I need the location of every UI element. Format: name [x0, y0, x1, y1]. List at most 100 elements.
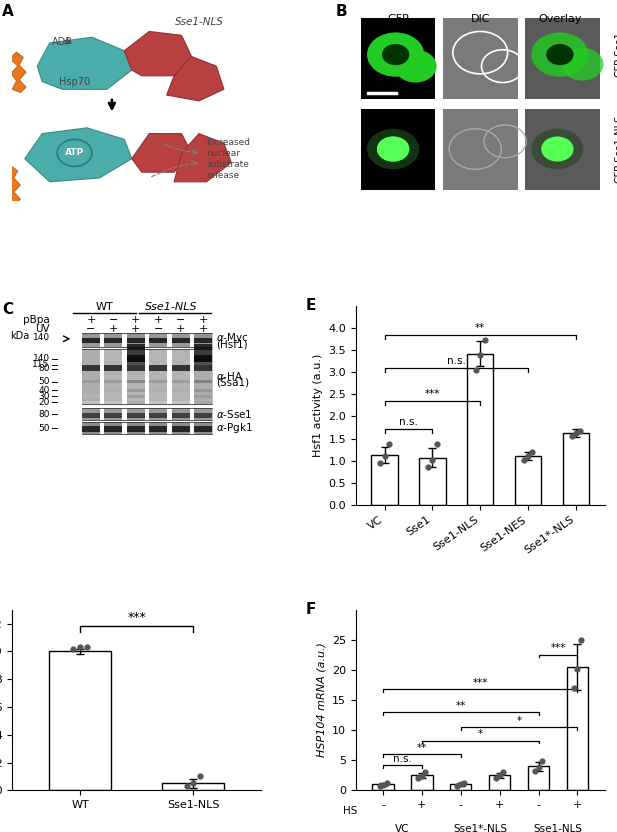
Bar	[172, 365, 189, 370]
Bar	[443, 18, 518, 99]
Polygon shape	[5, 166, 20, 204]
Bar	[149, 349, 167, 404]
Text: −: −	[176, 314, 185, 325]
Text: ATP: ATP	[65, 148, 84, 157]
Text: +: +	[131, 324, 141, 334]
Circle shape	[367, 32, 424, 77]
Bar	[172, 380, 189, 383]
Bar	[372, 785, 394, 790]
Polygon shape	[174, 134, 231, 182]
Polygon shape	[10, 52, 26, 92]
Bar	[419, 458, 445, 505]
Bar	[149, 339, 167, 343]
Text: 140: 140	[33, 334, 50, 342]
Bar	[82, 409, 212, 420]
Bar	[194, 348, 212, 355]
Bar	[127, 333, 145, 347]
Text: pBpa: pBpa	[23, 314, 50, 325]
Text: 30: 30	[38, 392, 50, 401]
Y-axis label: Hsf1 activity (a.u.): Hsf1 activity (a.u.)	[313, 354, 323, 457]
Polygon shape	[25, 128, 132, 182]
Bar	[127, 426, 145, 432]
Text: WT: WT	[96, 302, 114, 312]
Bar	[149, 389, 167, 392]
Text: ***: ***	[473, 678, 488, 688]
Bar	[172, 349, 189, 404]
Bar	[82, 401, 100, 404]
Bar	[411, 775, 433, 790]
Text: Hsp70: Hsp70	[59, 77, 90, 87]
Text: +: +	[176, 324, 185, 334]
Text: VC: VC	[395, 824, 410, 832]
Bar	[82, 380, 100, 383]
Text: +: +	[131, 314, 141, 325]
Text: Overlay: Overlay	[538, 14, 582, 24]
Bar	[194, 339, 212, 343]
Bar	[194, 354, 212, 362]
Text: $\alpha$-Myc: $\alpha$-Myc	[217, 331, 249, 345]
Polygon shape	[132, 134, 191, 172]
Bar	[149, 333, 167, 347]
Text: −: −	[86, 324, 96, 334]
Bar	[82, 423, 212, 434]
Bar	[194, 401, 212, 404]
Bar	[371, 455, 398, 505]
Bar	[104, 401, 122, 404]
Bar	[528, 766, 549, 790]
Bar	[127, 355, 145, 365]
Bar	[149, 401, 167, 404]
Bar	[127, 354, 145, 362]
Bar	[127, 409, 145, 420]
Bar	[82, 339, 100, 343]
Circle shape	[546, 44, 574, 65]
Text: −: −	[109, 314, 118, 325]
Text: *: *	[478, 730, 482, 740]
Bar	[82, 349, 100, 404]
Bar	[563, 433, 589, 505]
Circle shape	[367, 129, 419, 169]
Polygon shape	[37, 37, 132, 89]
Text: 80: 80	[38, 364, 50, 373]
Bar	[149, 395, 167, 398]
Text: **: **	[416, 743, 427, 753]
Bar	[361, 108, 436, 190]
Bar	[104, 349, 122, 404]
Bar	[194, 413, 212, 418]
Text: 80: 80	[38, 410, 50, 418]
Bar	[127, 344, 145, 349]
Bar	[49, 651, 111, 790]
Bar	[127, 389, 145, 392]
Bar	[104, 395, 122, 398]
Text: n.s.: n.s.	[447, 356, 466, 366]
Bar	[149, 426, 167, 432]
Bar	[515, 456, 541, 505]
Bar	[104, 380, 122, 383]
Text: **: **	[475, 323, 486, 333]
Text: HS: HS	[343, 806, 357, 816]
Text: ***: ***	[127, 611, 146, 624]
Bar	[82, 409, 100, 420]
Bar	[82, 365, 100, 370]
Bar	[525, 18, 600, 99]
Bar	[127, 380, 145, 383]
Circle shape	[531, 32, 589, 77]
Bar	[194, 380, 212, 383]
Bar	[172, 409, 189, 420]
Bar	[149, 365, 167, 370]
Bar	[127, 401, 145, 404]
Text: (Ssa1): (Ssa1)	[217, 378, 249, 388]
Polygon shape	[125, 32, 191, 76]
Bar	[127, 423, 145, 434]
Bar	[172, 413, 189, 418]
Bar	[82, 426, 100, 432]
Text: +: +	[109, 324, 118, 334]
Bar	[104, 333, 122, 347]
Bar	[82, 395, 100, 398]
Bar	[127, 348, 145, 355]
Bar	[104, 339, 122, 343]
Bar	[172, 426, 189, 432]
Bar	[149, 423, 167, 434]
Bar	[104, 389, 122, 392]
Text: UV: UV	[35, 324, 50, 334]
Bar	[194, 426, 212, 432]
